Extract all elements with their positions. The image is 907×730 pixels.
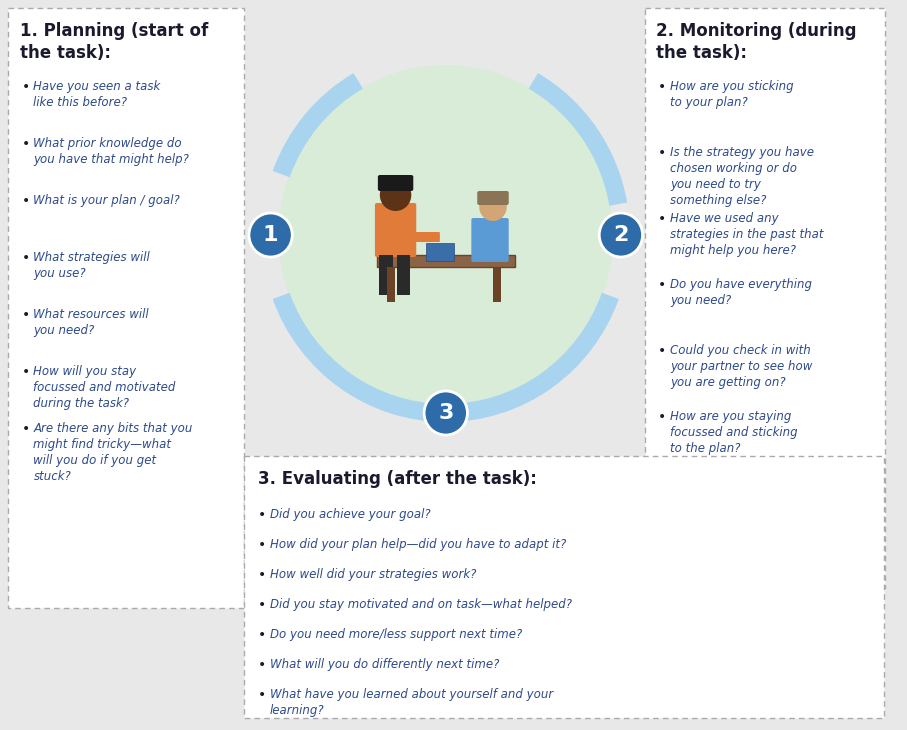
FancyBboxPatch shape [386, 267, 395, 302]
Text: •: • [658, 212, 667, 226]
FancyBboxPatch shape [493, 267, 501, 302]
FancyBboxPatch shape [244, 456, 883, 718]
Text: •: • [22, 137, 30, 151]
Text: •: • [658, 410, 667, 424]
Text: 3. Evaluating (after the task):: 3. Evaluating (after the task): [258, 470, 537, 488]
Text: •: • [22, 251, 30, 265]
FancyBboxPatch shape [375, 203, 416, 257]
Text: •: • [658, 278, 667, 292]
Text: How will you stay
focussed and motivated
during the task?: How will you stay focussed and motivated… [34, 365, 176, 410]
FancyBboxPatch shape [8, 8, 244, 608]
Text: •: • [22, 422, 30, 436]
Text: How did your plan help—did you have to adapt it?: How did your plan help—did you have to a… [269, 538, 566, 551]
Text: Have we used any
strategies in the past that
might help you here?: Have we used any strategies in the past … [670, 212, 824, 257]
Text: •: • [258, 538, 266, 552]
Text: What prior knowledge do
you have that might help?: What prior knowledge do you have that mi… [34, 137, 190, 166]
Text: •: • [658, 80, 667, 94]
Text: Is the strategy you have
chosen working or do
you need to try
something else?: Is the strategy you have chosen working … [670, 146, 814, 207]
Text: Do you need more/less support next time?: Do you need more/less support next time? [269, 628, 522, 641]
Text: •: • [22, 194, 30, 208]
FancyBboxPatch shape [477, 191, 509, 205]
Text: What resources will
you need?: What resources will you need? [34, 308, 149, 337]
Text: Are there any bits that you
might find tricky—what
will you do if you get
stuck?: Are there any bits that you might find t… [34, 422, 193, 483]
Text: •: • [258, 688, 266, 702]
Text: What have you learned about yourself and your
learning?: What have you learned about yourself and… [269, 688, 553, 717]
Text: How well did your strategies work?: How well did your strategies work? [269, 568, 476, 581]
Circle shape [278, 65, 613, 405]
FancyBboxPatch shape [645, 8, 884, 588]
Text: 2: 2 [613, 225, 629, 245]
Text: •: • [258, 598, 266, 612]
Text: 1: 1 [263, 225, 278, 245]
FancyBboxPatch shape [396, 255, 410, 295]
Text: •: • [658, 344, 667, 358]
FancyBboxPatch shape [379, 255, 393, 295]
FancyBboxPatch shape [378, 175, 414, 191]
Circle shape [424, 391, 467, 435]
Text: What strategies will
you use?: What strategies will you use? [34, 251, 151, 280]
Text: •: • [22, 308, 30, 322]
Text: Have you seen a task
like this before?: Have you seen a task like this before? [34, 80, 161, 109]
Text: How are you staying
focussed and sticking
to the plan?: How are you staying focussed and stickin… [670, 410, 798, 455]
FancyBboxPatch shape [377, 255, 514, 267]
Text: •: • [258, 568, 266, 582]
Circle shape [380, 179, 411, 211]
Text: Could you check in with
your partner to see how
you are getting on?: Could you check in with your partner to … [670, 344, 813, 389]
FancyBboxPatch shape [426, 243, 454, 261]
Text: •: • [258, 658, 266, 672]
Text: What will you do differently next time?: What will you do differently next time? [269, 658, 499, 671]
Text: •: • [258, 628, 266, 642]
Text: •: • [22, 365, 30, 379]
Text: What is your plan / goal?: What is your plan / goal? [34, 194, 180, 207]
Text: •: • [22, 80, 30, 94]
Text: 1. Planning (start of
the task):: 1. Planning (start of the task): [20, 22, 208, 62]
Text: Did you stay motivated and on task—what helped?: Did you stay motivated and on task—what … [269, 598, 571, 611]
Text: How are you sticking
to your plan?: How are you sticking to your plan? [670, 80, 794, 109]
FancyBboxPatch shape [410, 232, 440, 242]
Text: 3: 3 [438, 403, 454, 423]
Text: Do you have everything
you need?: Do you have everything you need? [670, 278, 812, 307]
Text: •: • [258, 508, 266, 522]
Circle shape [479, 193, 507, 221]
FancyBboxPatch shape [472, 218, 509, 262]
Text: 2. Monitoring (during
the task):: 2. Monitoring (during the task): [657, 22, 857, 62]
Text: •: • [658, 146, 667, 160]
Circle shape [249, 213, 292, 257]
Text: Did you achieve your goal?: Did you achieve your goal? [269, 508, 430, 521]
Circle shape [600, 213, 642, 257]
